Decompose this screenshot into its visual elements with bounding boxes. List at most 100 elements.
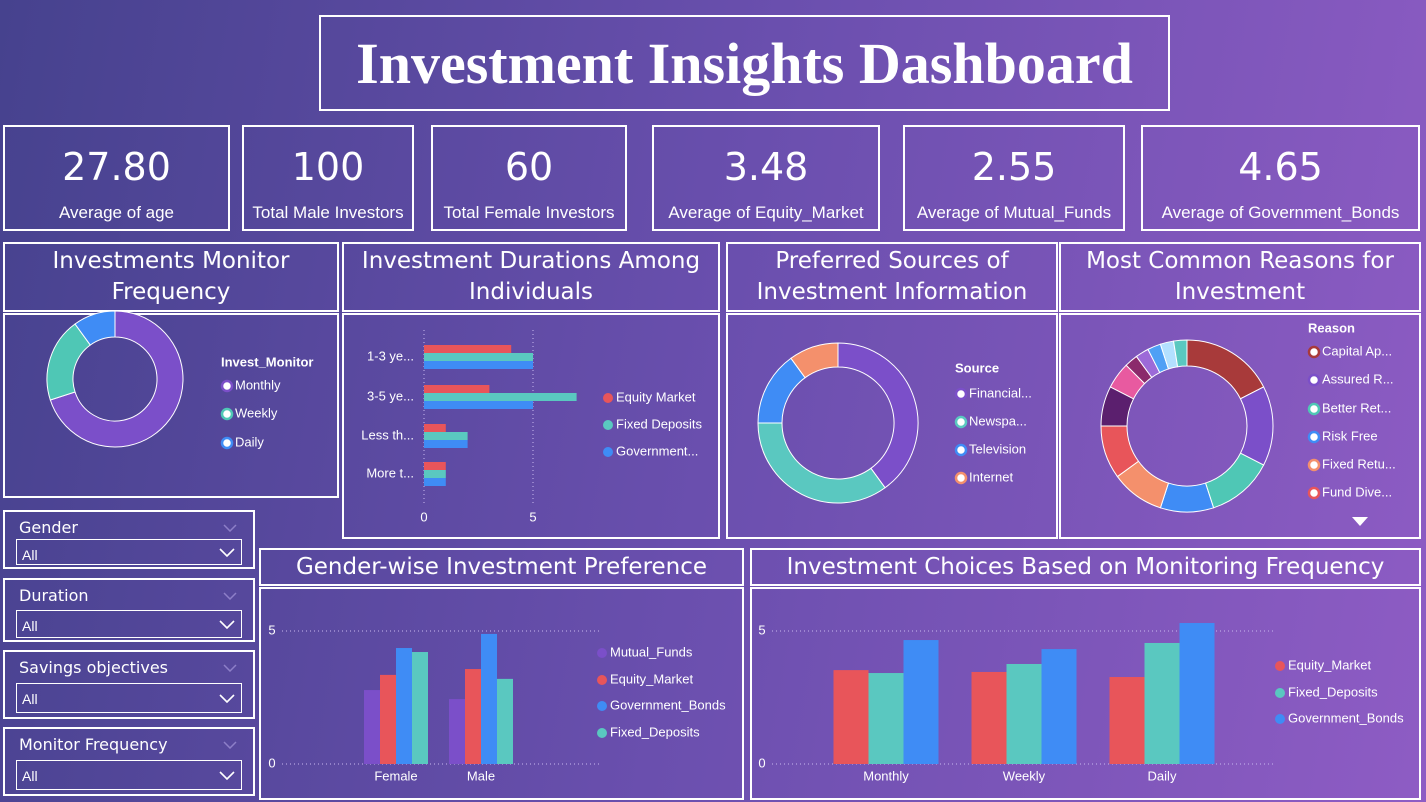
- donut-slice: [1159, 482, 1215, 513]
- bar: [971, 671, 1007, 764]
- legend-title: Invest_Monitor: [221, 354, 313, 369]
- legend-marker: [1307, 458, 1321, 472]
- dropdown[interactable]: All: [16, 539, 242, 565]
- bar: [1041, 649, 1077, 764]
- legend-label: Fixed_Deposits: [610, 724, 700, 739]
- donut-slice: [1204, 452, 1265, 509]
- bar: [424, 432, 468, 440]
- legend-label: Fixed Deposits: [616, 416, 702, 431]
- slicer-title: Gender: [19, 518, 78, 537]
- legend-marker: [1275, 688, 1285, 698]
- x-tick-label: 5: [529, 509, 536, 524]
- legend-label: Equity_Market: [610, 671, 693, 686]
- legend-marker: [220, 379, 234, 393]
- legend-label: Mutual_Funds: [610, 644, 693, 659]
- kpi-card: 27.80 Average of age: [3, 125, 230, 231]
- bar: [380, 674, 396, 764]
- donut-slice: [49, 310, 184, 448]
- bar: [424, 401, 533, 409]
- legend-label: Capital Ap...: [1322, 343, 1392, 358]
- bar: [424, 361, 533, 369]
- y-tick-label: 5: [268, 622, 275, 637]
- bar: [1006, 663, 1042, 764]
- chevron: [219, 694, 235, 703]
- legend-marker: [597, 728, 607, 738]
- bar: [497, 678, 513, 764]
- slicer[interactable]: Monitor Frequency All: [3, 727, 255, 796]
- kpi-card: 2.55 Average of Mutual_Funds: [903, 125, 1125, 231]
- legend-marker: [954, 387, 968, 401]
- dropdown-value: All: [22, 618, 38, 634]
- kpi-card: 60 Total Female Investors: [431, 125, 627, 231]
- collapse-icon[interactable]: [223, 664, 237, 672]
- bar: [424, 393, 577, 401]
- bar: [465, 669, 481, 764]
- kpi-label: Average of Government_Bonds: [1161, 203, 1400, 222]
- x-tick-label: Weekly: [1003, 768, 1046, 783]
- bar: [412, 652, 428, 764]
- slicer-title: Monitor Frequency: [19, 735, 168, 754]
- donut-slice: [74, 310, 116, 346]
- bar: [424, 462, 446, 470]
- panel: [259, 587, 744, 800]
- y-tick-label: 1-3 ye...: [367, 348, 414, 363]
- bar: [1179, 623, 1215, 764]
- dropdown[interactable]: All: [16, 610, 242, 638]
- legend-label: Government_Bonds: [1288, 710, 1404, 725]
- collapse-icon[interactable]: [223, 592, 237, 600]
- donut-slice: [1239, 386, 1274, 466]
- legend-label: Government...: [616, 443, 698, 458]
- bar: [481, 633, 497, 764]
- y-tick-label: More t...: [366, 465, 414, 480]
- bar: [424, 478, 446, 486]
- y-tick-label: 0: [268, 755, 275, 770]
- bar: [424, 440, 468, 448]
- legend-label: Risk Free: [1322, 428, 1378, 443]
- legend-label: Newspa...: [969, 413, 1027, 428]
- legend-title: Source: [955, 360, 999, 375]
- legend-title: Reason: [1308, 320, 1355, 335]
- donut-slice: [757, 422, 886, 504]
- dropdown[interactable]: All: [16, 683, 242, 713]
- panel-header: Investment Durations Among Individuals: [342, 242, 720, 312]
- panel-header: Preferred Sources of Investment Informat…: [726, 242, 1058, 312]
- bar: [424, 385, 490, 393]
- panel-header: Investments Monitor Frequency: [3, 242, 339, 312]
- collapse-icon[interactable]: [223, 524, 237, 532]
- collapse-icon[interactable]: [223, 741, 237, 749]
- legend-marker: [597, 648, 607, 658]
- legend-label: Equity Market: [616, 389, 696, 404]
- y-tick-label: Less th...: [361, 427, 414, 442]
- legend-label: Assured R...: [1322, 371, 1394, 386]
- dropdown[interactable]: All: [16, 760, 242, 790]
- bar: [396, 648, 412, 764]
- legend-marker: [1275, 714, 1285, 724]
- donut-slice: [1172, 339, 1188, 368]
- legend-label: Weekly: [235, 405, 278, 420]
- legend-scroll-arrow[interactable]: [1352, 517, 1368, 526]
- bar: [424, 345, 512, 353]
- legend-marker: [1307, 402, 1321, 416]
- legend-marker: [1307, 345, 1321, 359]
- panel: [726, 313, 1058, 539]
- slicer[interactable]: Gender All: [3, 510, 255, 569]
- x-tick-label: Female: [374, 768, 417, 783]
- panel: [750, 587, 1421, 800]
- bar: [364, 690, 380, 764]
- kpi-card: 4.65 Average of Government_Bonds: [1141, 125, 1420, 231]
- chevron: [219, 620, 235, 629]
- donut-slice: [837, 342, 919, 489]
- slicer[interactable]: Duration All: [3, 578, 255, 642]
- kpi-value: 3.48: [723, 145, 809, 189]
- slicer[interactable]: Savings objectives All: [3, 650, 255, 719]
- x-tick-label: Monthly: [863, 768, 909, 783]
- legend-marker: [597, 701, 607, 711]
- bar: [424, 353, 533, 361]
- kpi-label: Average of age: [59, 203, 174, 222]
- panel: [3, 313, 339, 498]
- legend-marker: [603, 447, 613, 457]
- slicer-title: Duration: [19, 586, 89, 605]
- legend-marker: [1307, 486, 1321, 500]
- legend-marker: [597, 675, 607, 685]
